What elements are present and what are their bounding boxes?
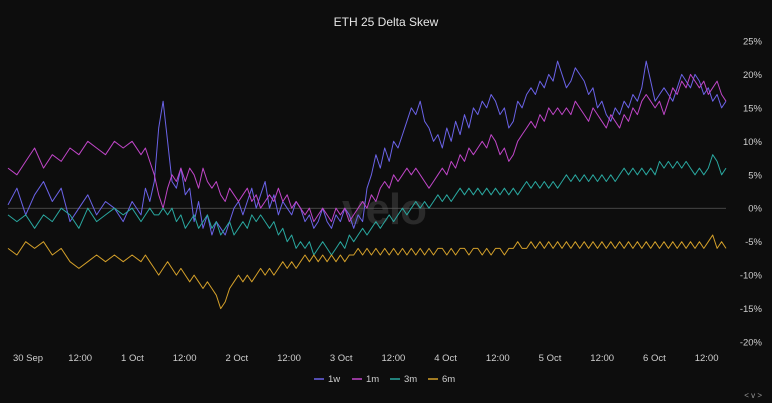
x-tick-label: 3 Oct: [330, 353, 353, 364]
legend-label: 3m: [404, 374, 417, 385]
x-tick-label: 12:00: [68, 353, 92, 364]
legend-label: 6m: [442, 374, 455, 385]
series-line-6m: [7, 234, 727, 310]
legend-label: 1w: [328, 374, 340, 385]
y-tick-label: 20%: [743, 70, 763, 81]
x-tick-label: 5 Oct: [539, 353, 562, 364]
legend-label: 1m: [366, 374, 379, 385]
x-tick-label: 12:00: [382, 353, 406, 364]
y-tick-label: 0%: [748, 204, 762, 215]
x-tick-label: 12:00: [695, 353, 719, 364]
legend-item-6m[interactable]: 6m: [428, 374, 455, 385]
x-tick-label: 6 Oct: [643, 353, 666, 364]
y-tick-label: -10%: [740, 271, 763, 282]
x-tick-label: 30 Sep: [13, 353, 43, 364]
series-line-3m: [7, 154, 727, 256]
legend-item-3m[interactable]: 3m: [390, 374, 417, 385]
x-tick-label: 12:00: [277, 353, 301, 364]
y-tick-label: -20%: [740, 338, 763, 349]
series-line-1w: [7, 60, 727, 236]
chart-nav-arrows[interactable]: < v >: [744, 391, 762, 400]
x-tick-label: 1 Oct: [121, 353, 144, 364]
y-tick-label: 15%: [743, 103, 763, 114]
y-tick-label: 25%: [743, 37, 763, 48]
y-tick-label: 5%: [748, 170, 762, 181]
x-tick-label: 12:00: [486, 353, 510, 364]
y-tick-label: -5%: [745, 237, 762, 248]
legend-item-1m[interactable]: 1m: [352, 374, 379, 385]
y-tick-label: 10%: [743, 137, 763, 148]
y-axis-ticks: 25% 20% 15% 10% 5% 0% -5% -10% -15% -20%: [740, 37, 763, 349]
series-line-1m: [7, 73, 727, 223]
x-tick-label: 12:00: [173, 353, 197, 364]
x-axis-ticks: 30 Sep 12:00 1 Oct 12:00 2 Oct 12:00 3 Oct 12:0…: [13, 353, 719, 364]
x-tick-label: 4 Oct: [434, 353, 457, 364]
x-tick-label: 12:00: [590, 353, 614, 364]
watermark-logo: velo: [342, 185, 426, 234]
y-tick-label: -15%: [740, 304, 763, 315]
series-layer: [7, 60, 727, 310]
x-tick-label: 2 Oct: [225, 353, 248, 364]
legend-item-1w[interactable]: 1w: [314, 374, 340, 385]
chart-title: ETH 25 Delta Skew: [334, 15, 439, 29]
legend[interactable]: 1w 1m 3m 6m: [314, 374, 455, 385]
